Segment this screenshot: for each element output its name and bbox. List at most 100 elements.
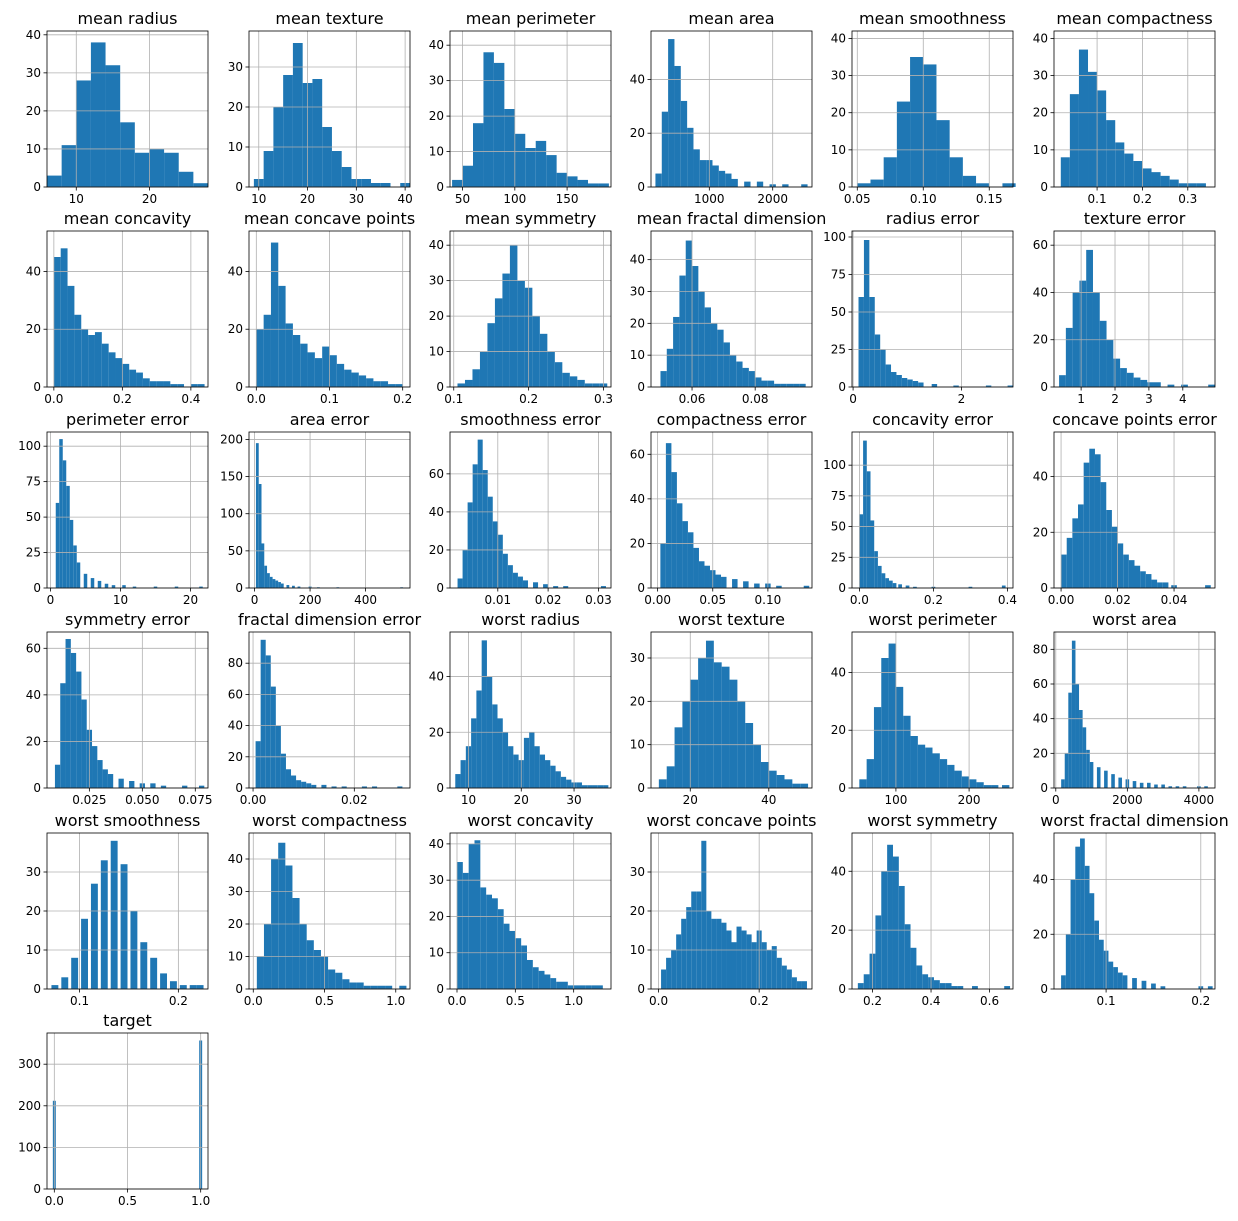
histogram-bar <box>272 579 276 588</box>
histogram-bar <box>487 323 495 387</box>
x-tick-label: 0.5 <box>118 1194 137 1208</box>
y-tick-label: 0 <box>838 581 846 595</box>
histogram-bar <box>517 280 525 387</box>
histogram-bar <box>178 171 194 187</box>
histogram-worst-compactness: 0.0 0.5 1.0 0 10 20 30 40 worst compactness <box>228 811 411 1008</box>
histogram-bar <box>896 101 911 187</box>
histogram-bar <box>922 974 929 989</box>
x-tick-label: 0.05 <box>844 192 871 206</box>
axes-frame <box>248 631 411 789</box>
x-tick-label: 0.1 <box>320 392 339 406</box>
histogram-bar <box>976 183 990 187</box>
histogram-bar <box>690 679 699 788</box>
histogram-bar <box>718 170 726 187</box>
y-tick-label: 20 <box>831 723 846 737</box>
histogram-bar <box>961 776 970 788</box>
histogram-bar <box>581 785 588 788</box>
histogram-bar <box>462 872 469 989</box>
histogram-bar <box>776 585 782 588</box>
axes-frame <box>1053 832 1216 990</box>
y-tick-label: 50 <box>831 305 846 319</box>
histogram-bar <box>1134 565 1141 588</box>
histogram-bar <box>1001 585 1006 588</box>
histogram-bar <box>460 760 466 788</box>
histogram-bar <box>373 381 381 387</box>
histogram-bar <box>372 786 378 788</box>
histogram-bar <box>904 924 911 989</box>
x-tick-label: 0.0 <box>649 994 668 1008</box>
histogram-mean-concavity: 0.0 0.2 0.4 0 20 40 mean concavity <box>26 209 209 406</box>
histogram-bar <box>554 362 563 387</box>
y-tick-label: 0 <box>637 581 645 595</box>
histogram-bar <box>107 774 114 788</box>
histogram-bar <box>1167 384 1175 387</box>
histogram-title: mean perimeter <box>466 9 596 28</box>
histogram-bar <box>462 165 473 187</box>
histogram-bar <box>53 257 61 387</box>
x-tick-label: 0.02 <box>535 593 562 607</box>
histogram-bar <box>1106 120 1116 187</box>
histogram-bar <box>877 565 882 588</box>
histogram-bar <box>275 580 279 588</box>
y-tick-label: 60 <box>228 687 243 701</box>
histogram-bar <box>341 167 352 187</box>
histogram-bar <box>55 502 60 588</box>
x-tick-label: 4 <box>1179 392 1187 406</box>
histogram-bar <box>296 780 302 788</box>
histogram-bar <box>482 470 488 588</box>
y-tick-label: 0 <box>436 982 444 996</box>
histogram-bar <box>1208 384 1215 387</box>
histogram-bar <box>199 586 203 588</box>
histogram-bar <box>1123 554 1129 588</box>
histogram-bar <box>278 842 286 989</box>
histogram-bar <box>866 759 874 788</box>
histogram-bar <box>509 930 516 989</box>
y-tick-label: 40 <box>228 264 243 278</box>
histogram-bar <box>370 183 381 187</box>
y-tick-label: 30 <box>630 284 645 298</box>
histogram-bar <box>256 956 264 989</box>
histogram-radius-error: 0 2 0 25 50 75 100 radius error <box>823 209 1014 406</box>
histogram-bar <box>1111 774 1115 788</box>
histogram-bar <box>1140 379 1148 387</box>
histogram-bar <box>1154 784 1158 788</box>
histogram-bar <box>539 754 546 788</box>
histogram-bar <box>698 658 706 788</box>
y-tick-label: 25 <box>26 546 41 560</box>
histogram-bar <box>283 75 293 187</box>
histogram-bar <box>543 584 549 588</box>
histogram-bar <box>255 443 259 588</box>
histogram-bar <box>472 369 480 387</box>
x-tick-label: 10 <box>69 192 84 206</box>
x-tick-label: 0.3 <box>594 392 613 406</box>
histogram-bar <box>776 775 785 788</box>
histogram-concave-points-error: 0.00 0.02 0.04 0 20 40 concave points error <box>1033 410 1218 607</box>
x-tick-label: 0.075 <box>178 793 212 807</box>
histogram-bar <box>122 585 126 588</box>
histogram-bar <box>776 957 782 989</box>
histogram-bar <box>67 285 75 387</box>
histogram-bar <box>545 760 551 788</box>
histogram-bar <box>1068 692 1072 788</box>
histogram-bar <box>182 785 188 788</box>
histogram-bar <box>88 335 95 387</box>
histogram-bar <box>905 585 910 588</box>
histogram-bar <box>59 439 63 588</box>
y-tick-label: 10 <box>26 142 41 156</box>
x-tick-label: 50 <box>455 192 470 206</box>
y-tick-label: 20 <box>228 917 243 931</box>
histogram-title: concavity error <box>872 410 993 429</box>
x-tick-label: 0.0 <box>447 994 466 1008</box>
y-tick-label: 0 <box>838 982 846 996</box>
histogram-bar <box>556 981 562 989</box>
x-tick-label: 0.2 <box>519 392 538 406</box>
histogram-bar <box>160 973 168 989</box>
histogram-mean-perimeter: 50 100 150 0 10 20 30 40 mean perimeter <box>429 9 612 206</box>
histogram-bar <box>698 561 705 588</box>
histogram-bar <box>767 380 775 387</box>
histogram-bar <box>569 376 578 387</box>
y-tick-label: 20 <box>1033 106 1048 120</box>
histogram-bar <box>562 372 570 387</box>
histogram-bar <box>555 771 561 788</box>
histogram-bar <box>587 785 593 788</box>
